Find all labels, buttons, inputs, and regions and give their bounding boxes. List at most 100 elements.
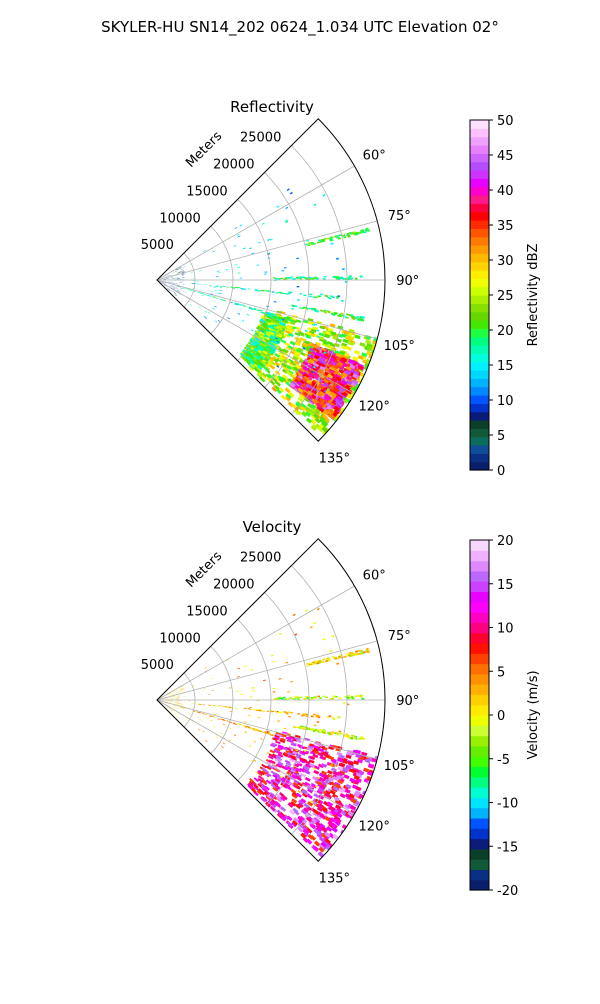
colorbar-swatch bbox=[470, 278, 489, 287]
echo-cell bbox=[286, 713, 289, 714]
azimuth-tick-label: 90° bbox=[396, 274, 419, 289]
echo-cell bbox=[299, 696, 302, 697]
echo-cell bbox=[276, 205, 279, 207]
echo-cell bbox=[181, 705, 184, 706]
echo-cell bbox=[337, 657, 340, 659]
colorbar-swatch bbox=[470, 245, 489, 254]
echo-cell bbox=[215, 321, 218, 323]
echo-cell bbox=[244, 721, 247, 722]
colorbar-swatch bbox=[470, 622, 489, 633]
echo-cell bbox=[317, 242, 320, 244]
echo-cell bbox=[343, 236, 346, 238]
echo-cell bbox=[316, 330, 319, 332]
echo-cell bbox=[183, 696, 186, 697]
echo-cell bbox=[310, 626, 313, 628]
range-tick-label: 25000 bbox=[240, 131, 281, 146]
echo-cell bbox=[214, 306, 217, 308]
colorbar-tick-label: 0 bbox=[497, 709, 505, 724]
echo-cell bbox=[331, 243, 334, 245]
echo-cell bbox=[196, 716, 199, 717]
echo-cell bbox=[317, 696, 320, 697]
echo-cell bbox=[355, 650, 358, 652]
echo-cell bbox=[288, 292, 291, 293]
echo-cell bbox=[340, 793, 346, 798]
echo-cell bbox=[249, 247, 252, 249]
echo-cell bbox=[180, 288, 183, 289]
colorbar-tick-label: -20 bbox=[497, 884, 518, 899]
range-tick-label: 5000 bbox=[141, 658, 174, 673]
echo-cell bbox=[362, 698, 365, 700]
colorbar-swatch bbox=[470, 403, 489, 412]
echo-cell bbox=[182, 267, 185, 268]
echo-cell bbox=[309, 294, 312, 296]
echo-cell bbox=[296, 739, 302, 743]
colorbar-swatch bbox=[470, 694, 489, 705]
echo-cell bbox=[240, 724, 243, 725]
echo-cell bbox=[317, 715, 320, 717]
panel-title: Velocity bbox=[243, 518, 302, 536]
echo-cell bbox=[221, 706, 224, 707]
echo-cell bbox=[220, 733, 223, 735]
echo-cell bbox=[204, 284, 207, 285]
echo-cell bbox=[204, 667, 206, 669]
echo-cell bbox=[166, 695, 168, 696]
echo-cell bbox=[320, 294, 323, 296]
echo-cell bbox=[344, 316, 347, 318]
echo-cell bbox=[229, 728, 232, 730]
echo-cell bbox=[313, 770, 319, 775]
colorbar-tick-label: 10 bbox=[497, 394, 514, 409]
colorbar-swatch bbox=[470, 295, 489, 304]
echo-cell bbox=[305, 330, 308, 332]
echo-cell bbox=[244, 731, 247, 733]
echo-cell bbox=[270, 239, 273, 241]
echo-cell bbox=[229, 711, 232, 712]
echo-cell bbox=[291, 276, 294, 277]
echo-cell bbox=[175, 690, 177, 691]
echo-cell bbox=[322, 194, 325, 197]
echo-cell bbox=[336, 663, 339, 665]
echo-cell bbox=[329, 715, 332, 717]
echo-cell bbox=[174, 293, 176, 295]
echo-cell bbox=[175, 270, 177, 271]
echo-cell bbox=[216, 298, 219, 299]
colorbar-swatch bbox=[470, 220, 489, 229]
echo-cell bbox=[355, 695, 358, 697]
echo-cell bbox=[322, 696, 325, 698]
echo-cell bbox=[214, 287, 217, 288]
colorbar-swatch bbox=[470, 561, 489, 572]
colorbar-swatch bbox=[470, 591, 489, 602]
echo-cell bbox=[203, 705, 206, 706]
echo-cell bbox=[176, 277, 179, 278]
azimuth-tick-label: 60° bbox=[363, 569, 386, 584]
echo-cell bbox=[280, 278, 283, 279]
echo-cell bbox=[337, 295, 340, 297]
echo-cell bbox=[355, 278, 358, 280]
echo-cell bbox=[179, 271, 182, 272]
echo-cell bbox=[172, 283, 175, 284]
echo-cell bbox=[237, 267, 240, 268]
colorbar-swatch bbox=[470, 581, 489, 592]
echo-cell bbox=[297, 286, 300, 287]
colorbar-tick-label: 20 bbox=[497, 534, 514, 549]
echo-cell bbox=[321, 310, 324, 312]
echo-cell bbox=[216, 277, 219, 278]
echo-cell bbox=[210, 720, 213, 721]
echo-cell bbox=[311, 716, 314, 718]
echo-cell bbox=[285, 662, 288, 664]
echo-cell bbox=[297, 277, 300, 278]
colorbar-swatch bbox=[470, 320, 489, 329]
echo-cell bbox=[313, 622, 316, 625]
echo-cell bbox=[217, 271, 220, 272]
echo-cell bbox=[324, 238, 327, 240]
colorbar-swatch bbox=[470, 145, 489, 154]
echo-cell bbox=[288, 716, 291, 717]
colorbar-swatch bbox=[470, 715, 489, 726]
azimuth-tick-label: 135° bbox=[319, 451, 350, 466]
echo-cell bbox=[253, 729, 256, 731]
echo-cell bbox=[208, 705, 211, 706]
colorbar-tick-label: 20 bbox=[497, 324, 514, 339]
echo-cell bbox=[303, 728, 306, 730]
echo-cell bbox=[259, 709, 262, 710]
echo-cell bbox=[288, 712, 291, 713]
